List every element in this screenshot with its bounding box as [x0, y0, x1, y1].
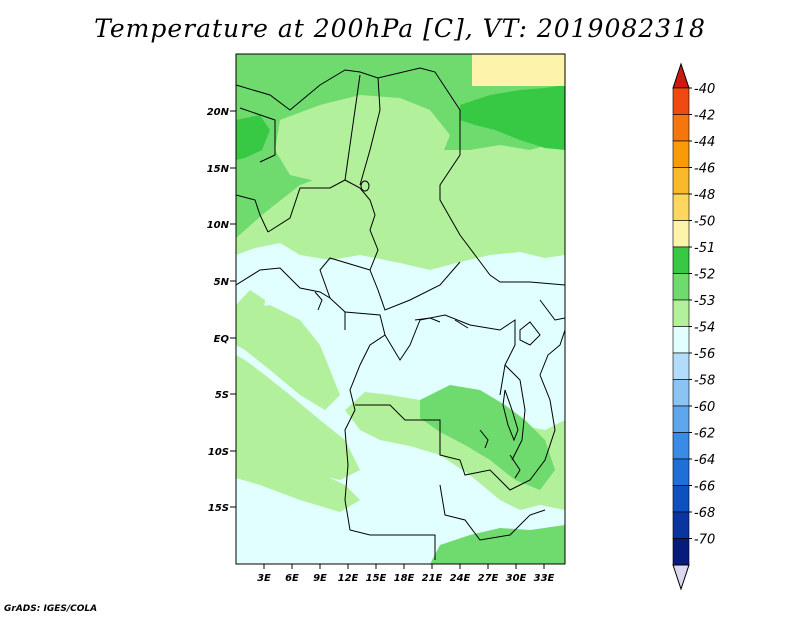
lat-label-20n: 20N	[207, 107, 230, 118]
colorbar-label: -66	[694, 480, 715, 495]
colorbar-label: -64	[694, 453, 715, 468]
chart-title: Temperature at 200hPa [C], VT: 201908231…	[94, 14, 706, 43]
shade-minus52-ne	[460, 85, 565, 150]
shade-minus54-north	[275, 95, 450, 182]
colorbar-swatch	[672, 140, 690, 168]
lakes	[314, 180, 541, 479]
colorbar-label: -48	[694, 188, 715, 203]
shade-minus54-sw	[236, 440, 360, 512]
colorbar-label: -40	[694, 82, 715, 97]
colorbar-label: -58	[694, 374, 715, 389]
colorbar-label: -50	[694, 215, 715, 230]
shade-minus53-southbelt	[430, 525, 565, 564]
colorbar-swatch	[672, 379, 690, 407]
shaded-field	[236, 54, 565, 564]
colorbar-swatch	[672, 538, 690, 566]
lat-label-5s: 5S	[215, 390, 229, 401]
colorbar-label: -56	[694, 347, 715, 362]
colorbar-label: -52	[694, 268, 715, 283]
colorbar-swatch	[672, 246, 690, 274]
colorbar-label: -42	[694, 109, 715, 124]
colorbar-swatch	[672, 432, 690, 460]
lon-label-6e: 6E	[285, 573, 299, 584]
colorbar-swatch	[672, 352, 690, 380]
colorbar-swatch	[672, 220, 690, 248]
lat-label-5n: 5N	[214, 277, 230, 288]
lon-label-15e: 15E	[366, 573, 387, 584]
colorbar-swatch	[672, 326, 690, 354]
lat-label-eq: EQ	[214, 334, 230, 345]
colorbar-swatch	[672, 273, 690, 301]
shade-minus53-south	[420, 385, 555, 490]
lon-label-18e: 18E	[394, 573, 415, 584]
lat-axis	[230, 110, 236, 508]
colorbar-label: -62	[694, 427, 715, 442]
lat-label-10s: 10S	[208, 447, 229, 458]
lon-label-3e: 3E	[257, 573, 271, 584]
colorbar-label: -46	[694, 162, 715, 177]
plot-frame	[235, 53, 566, 565]
lat-labels: 20N 15N 10N 5N EQ 5S 10S 15S	[207, 107, 230, 514]
colorbar-label: -68	[694, 506, 715, 521]
colorbar-swatch	[672, 114, 690, 142]
lon-labels: 3E 6E 9E 12E 15E 18E 21E 24E 27E 30E 33E	[257, 573, 554, 584]
colorbar: -40 -42 -44 -46 -48 -50 -51 -52 -53 -54 -56 -58 -60 -…	[672, 62, 715, 591]
colorbar-bottom-triangle	[672, 564, 690, 591]
lon-label-33e: 33E	[534, 573, 555, 584]
lon-label-24e: 24E	[450, 573, 471, 584]
lat-label-10n: 10N	[207, 220, 230, 231]
shade-minus54-coast	[236, 305, 340, 410]
colorbar-swatch	[672, 299, 690, 327]
grads-credit: GrADS: IGES/COLA	[4, 604, 98, 614]
lon-label-30e: 30E	[506, 573, 527, 584]
colorbar-swatch	[672, 405, 690, 433]
shade-minus51	[472, 54, 565, 86]
colorbar-label: -53	[694, 294, 715, 309]
colorbar-swatch	[672, 485, 690, 513]
colorbar-label: -70	[694, 533, 715, 548]
lon-label-27e: 27E	[478, 573, 499, 584]
shade-minus52-nw	[236, 115, 270, 160]
lon-label-12e: 12E	[338, 573, 359, 584]
borders	[236, 67, 565, 560]
colorbar-label: -54	[694, 321, 715, 336]
colorbar-top-triangle	[672, 62, 690, 89]
colorbar-swatch	[672, 167, 690, 195]
colorbar-label: -51	[694, 241, 715, 256]
colorbar-swatch	[672, 511, 690, 539]
lat-label-15n: 15N	[207, 164, 230, 175]
shade-minus54-westcoast	[236, 290, 265, 340]
colorbar-swatch	[672, 87, 690, 115]
colorbar-label: -44	[694, 135, 715, 150]
lat-label-15s: 15S	[208, 503, 229, 514]
lon-axis	[263, 564, 545, 569]
colorbar-label: -60	[694, 400, 715, 415]
lon-label-21e: 21E	[422, 573, 443, 584]
colorbar-swatch	[672, 193, 690, 221]
colorbar-swatch	[672, 458, 690, 486]
lon-label-9e: 9E	[313, 573, 327, 584]
